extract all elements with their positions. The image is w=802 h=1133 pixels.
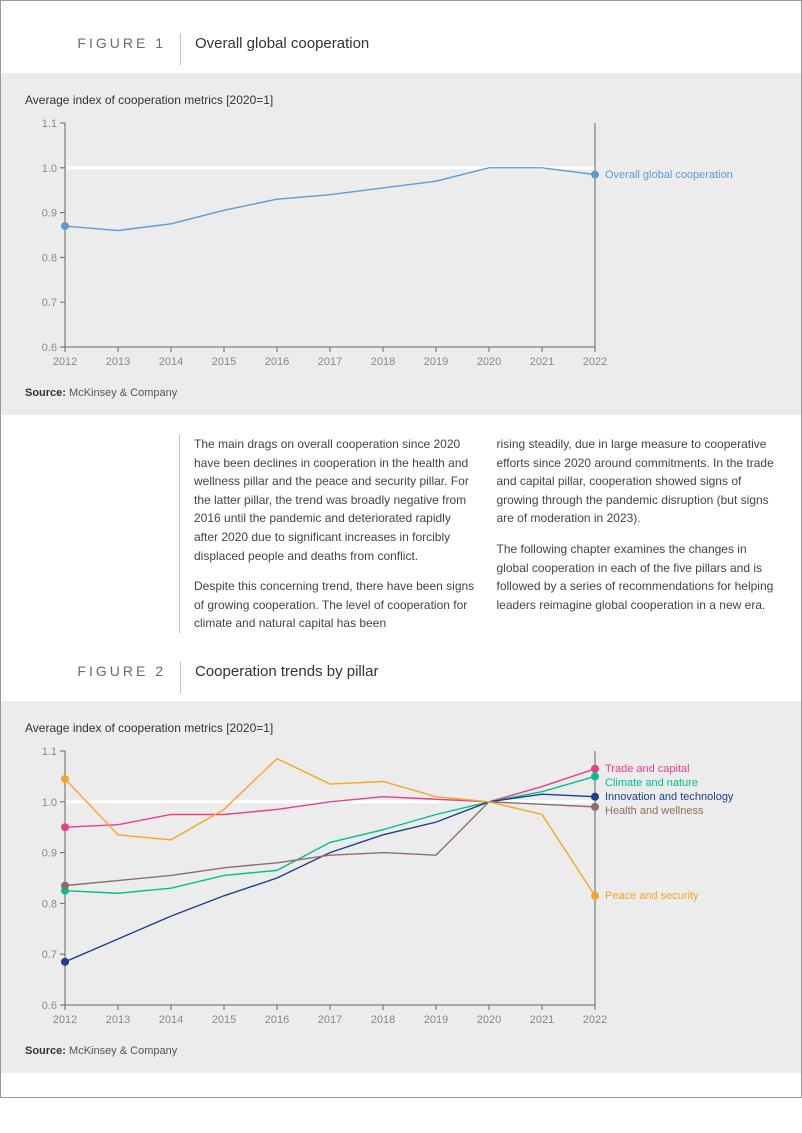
- svg-text:1.0: 1.0: [42, 163, 57, 175]
- svg-text:2012: 2012: [53, 356, 77, 368]
- figure2-source-text: McKinsey & Company: [69, 1045, 177, 1057]
- figure2-header: FIGURE 2 Cooperation trends by pillar: [25, 661, 777, 693]
- figure1-header: FIGURE 1 Overall global cooperation: [25, 33, 777, 65]
- svg-text:2016: 2016: [265, 356, 289, 368]
- figure1-chart: 0.6 0.7 0.8 0.9 1.0 1.1 2012 2013 2014 2015 2016 20…: [25, 113, 755, 373]
- figure1-source-prefix: Source:: [25, 387, 66, 399]
- svg-text:0.9: 0.9: [42, 848, 57, 860]
- figure1-source-text: McKinsey & Company: [69, 387, 177, 399]
- figure1-chart-block: Average index of cooperation metrics [20…: [1, 73, 801, 415]
- svg-text:2021: 2021: [530, 356, 554, 368]
- svg-text:2019: 2019: [424, 1014, 448, 1026]
- svg-text:2014: 2014: [159, 1014, 183, 1026]
- legend-item: Overall global cooperation: [605, 169, 733, 181]
- figure1-title: Overall global cooperation: [181, 33, 369, 65]
- svg-text:2015: 2015: [212, 1014, 236, 1026]
- body-p3: rising steadily, due in large measure to…: [497, 435, 778, 528]
- figure2-label: FIGURE 2: [25, 661, 180, 693]
- figure1-chart-wrap: 0.6 0.7 0.8 0.9 1.0 1.1 2012 2013 2014 2015 2016 20…: [25, 113, 777, 373]
- figure2-source: Source: McKinsey & Company: [25, 1045, 777, 1057]
- body-p1: The main drags on overall cooperation si…: [194, 435, 475, 565]
- svg-text:2013: 2013: [106, 1014, 130, 1026]
- svg-text:0.7: 0.7: [42, 297, 57, 309]
- svg-text:1.1: 1.1: [42, 118, 57, 130]
- svg-text:2018: 2018: [371, 1014, 395, 1026]
- svg-text:2017: 2017: [318, 1014, 342, 1026]
- svg-text:1.0: 1.0: [42, 797, 57, 809]
- figure2-source-prefix: Source:: [25, 1045, 66, 1057]
- body-col-1: The main drags on overall cooperation si…: [194, 435, 475, 633]
- svg-text:2019: 2019: [424, 356, 448, 368]
- svg-text:2017: 2017: [318, 356, 342, 368]
- svg-text:0.7: 0.7: [42, 949, 57, 961]
- svg-text:2013: 2013: [106, 356, 130, 368]
- body-text: The main drags on overall cooperation si…: [25, 435, 777, 633]
- svg-text:0.8: 0.8: [42, 898, 57, 910]
- legend-item: Trade and capital: [605, 763, 690, 775]
- body-columns: The main drags on overall cooperation si…: [194, 435, 777, 633]
- figure2-chart-wrap: 0.6 0.7 0.8 0.9 1.0 1.1 2012 2013 2014 2015 2016 20…: [25, 741, 777, 1031]
- svg-text:2020: 2020: [477, 356, 501, 368]
- figure1-label: FIGURE 1: [25, 33, 180, 65]
- figure2-subtitle: Average index of cooperation metrics [20…: [25, 721, 777, 735]
- svg-text:0.6: 0.6: [42, 1000, 57, 1012]
- body-p2: Despite this concerning trend, there hav…: [194, 577, 475, 633]
- svg-text:2018: 2018: [371, 356, 395, 368]
- svg-text:2015: 2015: [212, 356, 236, 368]
- svg-text:2022: 2022: [583, 356, 607, 368]
- legend-item: Climate and nature: [605, 777, 698, 789]
- figure1-source: Source: McKinsey & Company: [25, 387, 777, 399]
- svg-text:2014: 2014: [159, 356, 183, 368]
- svg-text:1.1: 1.1: [42, 746, 57, 758]
- svg-text:0.6: 0.6: [42, 342, 57, 354]
- body-left-rule: [25, 435, 180, 633]
- body-col-2: rising steadily, due in large measure to…: [497, 435, 778, 633]
- legend-item: Innovation and technology: [605, 791, 733, 803]
- svg-text:2016: 2016: [265, 1014, 289, 1026]
- svg-text:2021: 2021: [530, 1014, 554, 1026]
- svg-text:2022: 2022: [583, 1014, 607, 1026]
- legend-item: Peace and security: [605, 890, 699, 902]
- svg-text:2012: 2012: [53, 1014, 77, 1026]
- figure2-chart-block: Average index of cooperation metrics [20…: [1, 701, 801, 1073]
- figure2-title: Cooperation trends by pillar: [181, 661, 378, 693]
- svg-text:0.9: 0.9: [42, 208, 57, 220]
- body-p4: The following chapter examines the chang…: [497, 540, 778, 614]
- legend-item: Health and wellness: [605, 805, 703, 817]
- svg-text:0.8: 0.8: [42, 252, 57, 264]
- svg-text:2020: 2020: [477, 1014, 501, 1026]
- figure1-subtitle: Average index of cooperation metrics [20…: [25, 93, 777, 107]
